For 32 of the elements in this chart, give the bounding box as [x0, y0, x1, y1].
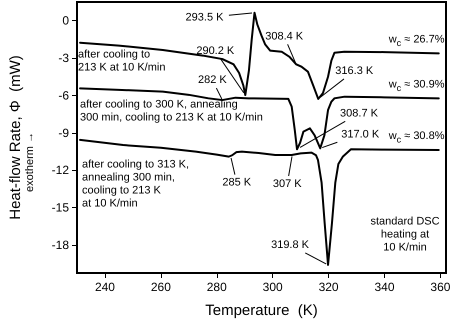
x-tick-label: 320 — [318, 280, 339, 294]
annotation: standard DSC heating at 10 K/min — [370, 216, 440, 254]
annotation: 316.3 K — [335, 64, 374, 77]
annotation: 285 K — [222, 176, 252, 189]
annotation: 319.8 K — [271, 238, 310, 251]
annotation: 308.4 K — [265, 30, 304, 42]
y-tick-label: -18 — [52, 238, 70, 252]
x-tick-label: 340 — [374, 280, 395, 294]
annotation: 282 K — [198, 74, 228, 86]
x-tick-label: 240 — [94, 280, 116, 294]
y-tick-label: -12 — [52, 163, 70, 178]
y-tick-label: -15 — [52, 200, 70, 215]
x-tick-label: 280 — [206, 280, 228, 294]
y-tick-label: -3 — [58, 51, 70, 66]
x-tick-label: 260 — [150, 280, 172, 294]
y-tick-label: -9 — [58, 126, 70, 140]
annotation: after cooling to 213 K at 10 K/min — [78, 48, 166, 74]
x-tick-label: 300 — [262, 280, 284, 294]
annotation: after cooling to 313 K, annealing 300 min, cooling to 213 K at 10 K/min — [82, 158, 190, 210]
annotation: 308.7 K — [340, 107, 379, 120]
annotation: 293.5 K — [186, 12, 224, 24]
x-tick-label: 360 — [430, 280, 451, 294]
y-tick-label: 0 — [62, 14, 70, 28]
annotation: 307 K — [272, 178, 302, 190]
text: exotherm → — [24, 132, 36, 192]
annotation: after cooling to 300 K, annealing 300 min, cooling to 213 K at 10 K/min — [80, 98, 263, 124]
y-tick-label: -6 — [58, 88, 70, 102]
x-axis-title: Temperature (K) — [205, 302, 318, 319]
annotation: 290.2 K — [196, 45, 235, 58]
line-series — [79, 138, 440, 266]
annotation: 317.0 K — [341, 128, 380, 140]
y-axis-title: Heat-flow Rate, Φ (mW) — [7, 55, 24, 220]
